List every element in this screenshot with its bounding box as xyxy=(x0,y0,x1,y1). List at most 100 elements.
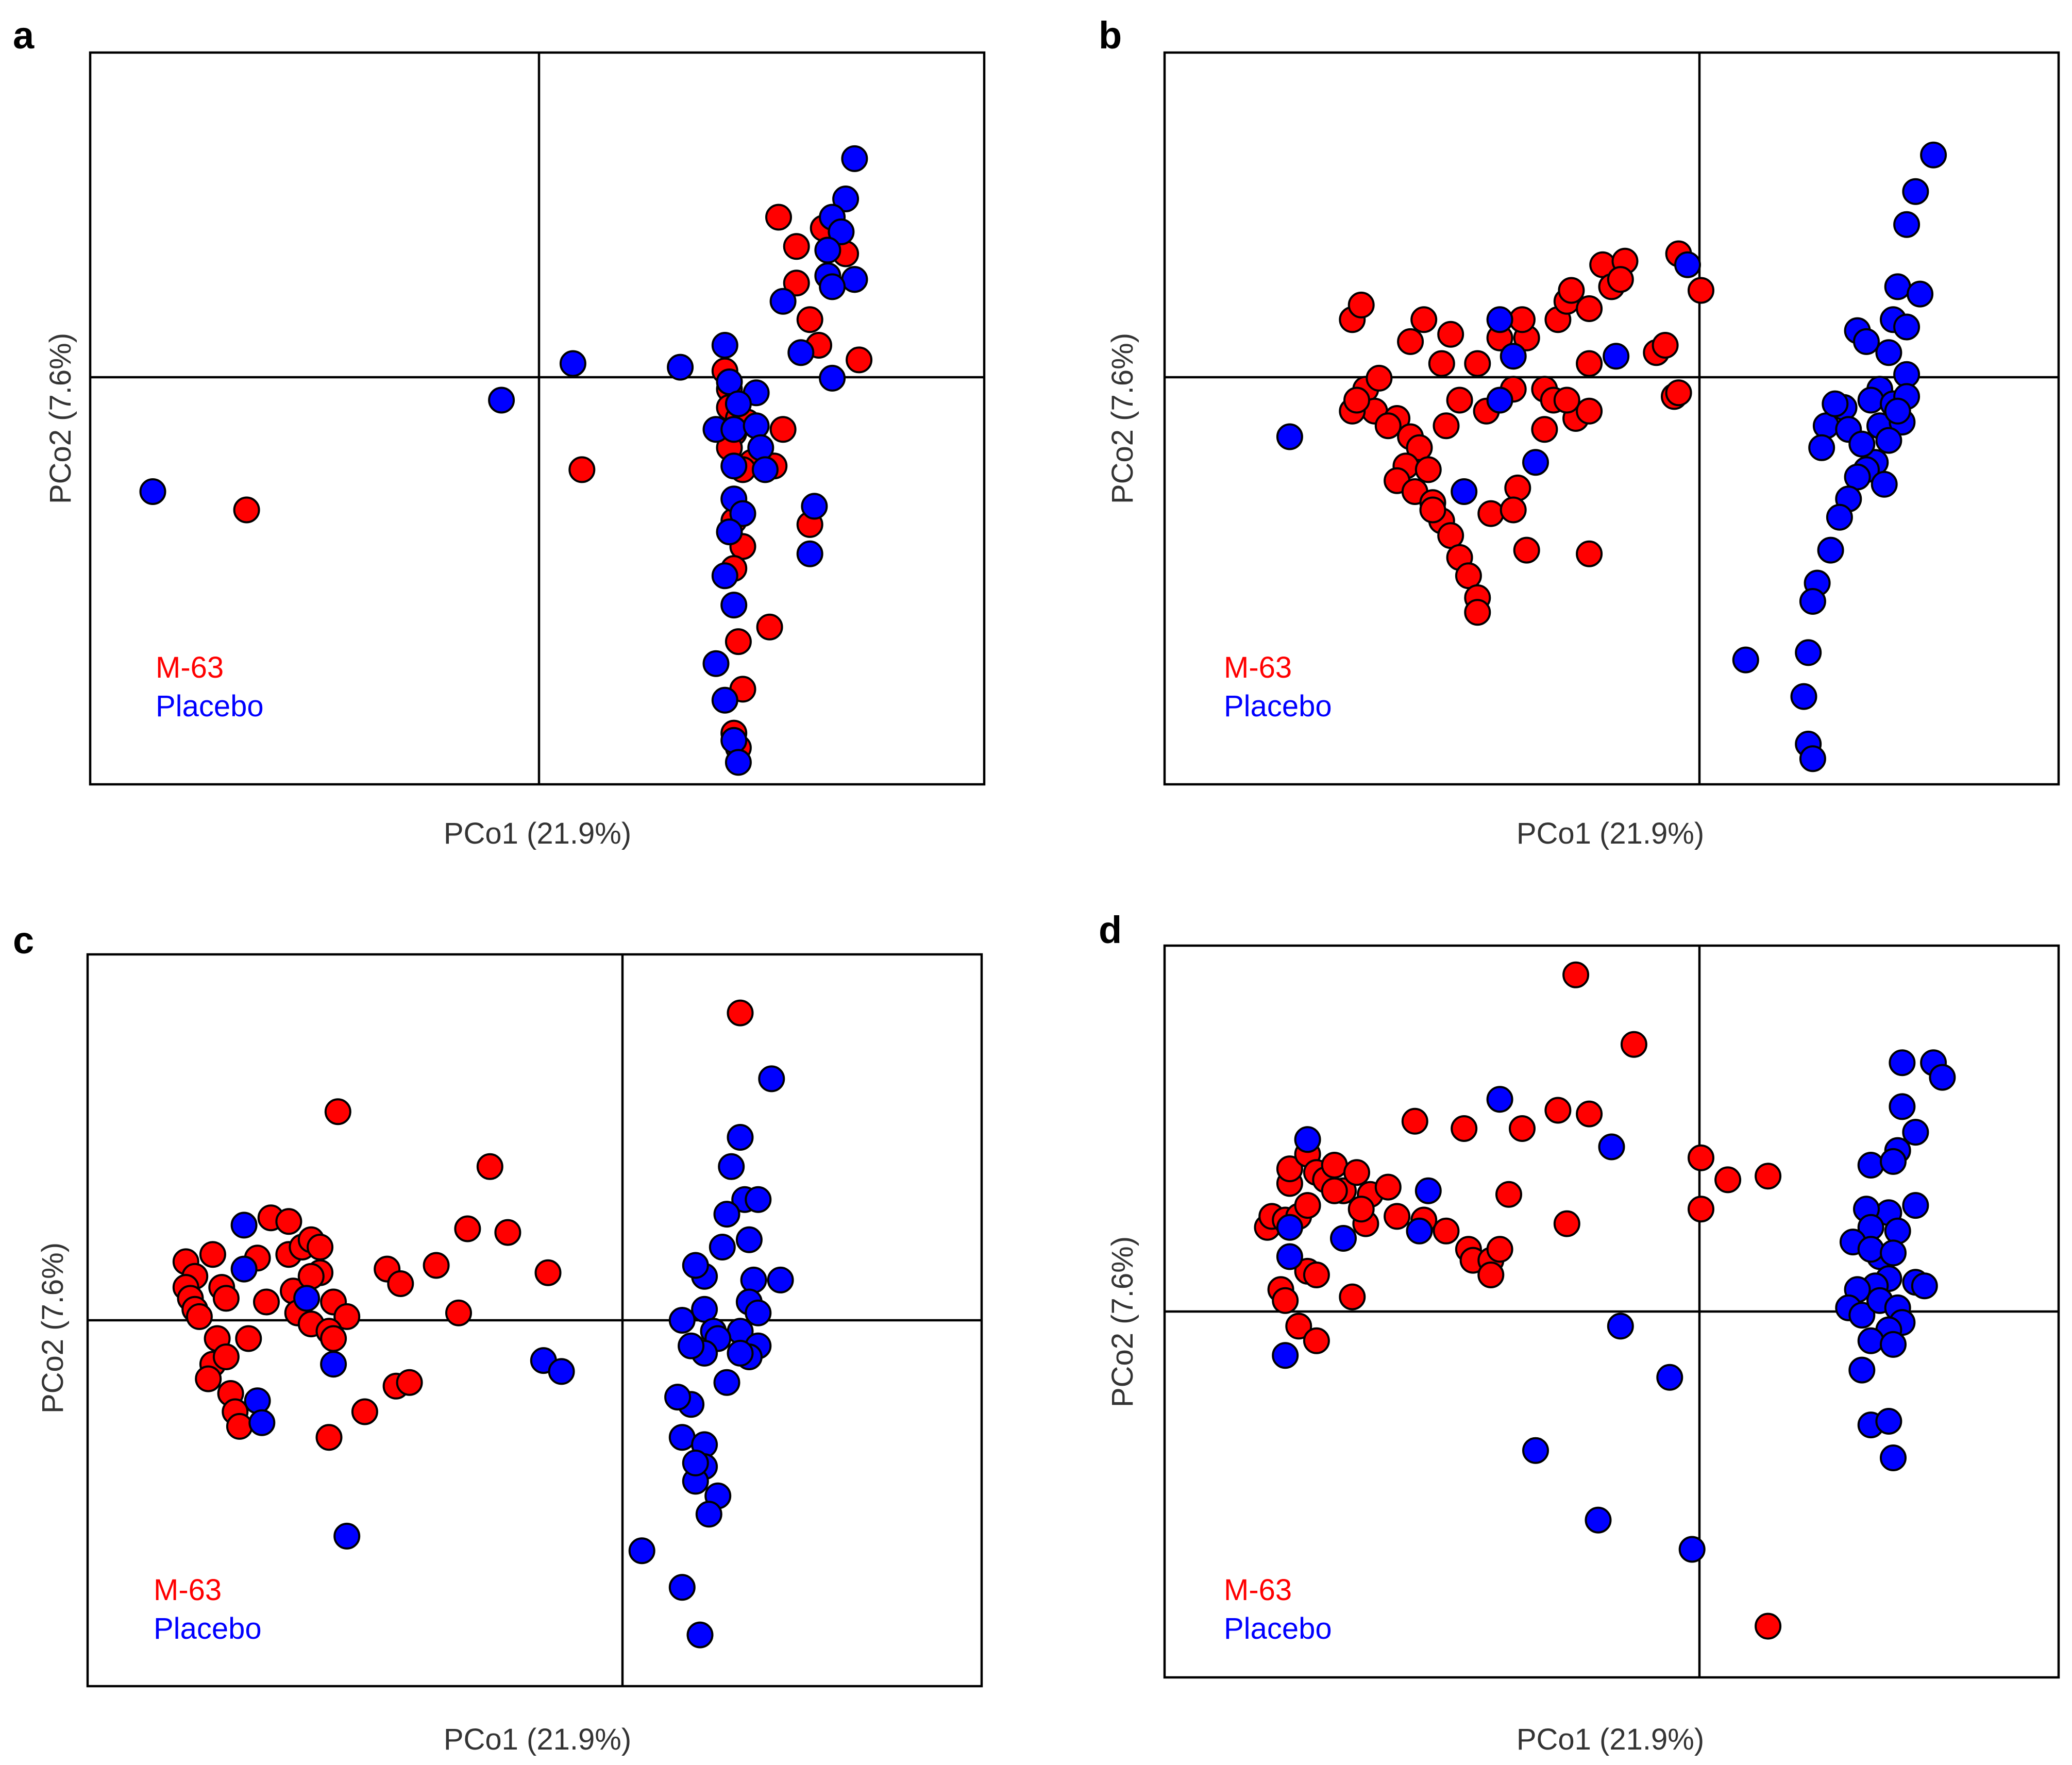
point-b-m63-34 xyxy=(1410,306,1438,333)
point-a-placebo-27 xyxy=(801,493,828,520)
point-a-placebo-34 xyxy=(720,727,748,754)
point-d-placebo-18 xyxy=(1880,1148,1907,1175)
point-b-m63-2 xyxy=(1366,364,1393,392)
point-a-placebo-2 xyxy=(559,350,586,377)
point-a-placebo-7 xyxy=(828,218,855,245)
point-d-m63-17 xyxy=(1433,1217,1460,1245)
point-b-m63-32 xyxy=(1397,328,1424,355)
point-c-m63-44 xyxy=(494,1219,521,1246)
point-c-placebo-16 xyxy=(735,1226,763,1253)
legend-m63-a: M-63 xyxy=(156,651,224,684)
panel-c: c M-63 Placebo PCo1 (21.9%) PCo2 (7.6%) xyxy=(13,919,983,1756)
point-b-placebo-14 xyxy=(1893,313,1921,341)
point-d-placebo-26 xyxy=(1857,1236,1884,1263)
point-a-placebo-30 xyxy=(711,562,738,590)
point-b-placebo-36 xyxy=(1790,683,1817,710)
point-b-m63-33 xyxy=(1347,291,1375,318)
legend-m63-b: M-63 xyxy=(1224,651,1292,684)
y-axis-label-b: PCo2 (7.6%) xyxy=(1106,333,1139,504)
point-b-m63-18 xyxy=(1464,599,1491,626)
point-d-m63-41 xyxy=(1620,1031,1647,1058)
point-a-placebo-28 xyxy=(796,540,823,567)
point-d-m63-44 xyxy=(1755,1163,1782,1190)
point-c-placebo-20 xyxy=(767,1266,794,1293)
point-c-placebo-40 xyxy=(695,1501,722,1528)
point-a-placebo-35 xyxy=(725,749,752,776)
point-d-m63-40 xyxy=(1576,1100,1603,1128)
point-d-placebo-0 xyxy=(1294,1126,1321,1153)
point-d-placebo-23 xyxy=(1884,1217,1911,1245)
point-c-m63-43 xyxy=(445,1299,472,1326)
point-b-m63-42 xyxy=(1558,277,1585,304)
point-a-placebo-10 xyxy=(841,266,868,293)
point-c-placebo-15 xyxy=(709,1234,736,1260)
point-b-placebo-2 xyxy=(1486,306,1513,333)
point-d-m63-14 xyxy=(1374,1173,1402,1201)
point-c-m63-39 xyxy=(396,1369,423,1396)
point-d-m63-36 xyxy=(1495,1181,1522,1208)
point-b-placebo-9 xyxy=(1902,178,1929,205)
point-c-placebo-42 xyxy=(668,1574,696,1601)
point-a-placebo-1 xyxy=(488,386,515,414)
point-d-m63-4 xyxy=(1294,1192,1321,1219)
point-c-placebo-34 xyxy=(664,1384,692,1411)
point-d-placebo-47 xyxy=(1585,1506,1612,1534)
point-c-m63-47 xyxy=(275,1208,302,1235)
point-b-m63-51 xyxy=(1688,277,1714,304)
point-c-m63-10 xyxy=(195,1365,222,1392)
point-d-m63-43 xyxy=(1688,1196,1714,1223)
point-b-placebo-5 xyxy=(1522,449,1549,476)
legend-m63-c: M-63 xyxy=(154,1573,222,1607)
point-b-placebo-0 xyxy=(1276,423,1303,450)
point-d-m63-28 xyxy=(1321,1177,1348,1204)
point-d-placebo-1 xyxy=(1276,1214,1303,1241)
point-c-placebo-35 xyxy=(668,1424,696,1451)
point-a-m63-2 xyxy=(765,204,792,231)
point-d-placebo-45 xyxy=(1522,1437,1549,1464)
point-d-m63-30 xyxy=(1285,1313,1312,1340)
point-c-placebo-32 xyxy=(713,1369,740,1396)
point-a-m63-26 xyxy=(725,628,752,655)
point-a-m63-4 xyxy=(783,233,810,260)
point-b-m63-38 xyxy=(1446,386,1473,414)
point-b-m63-53 xyxy=(1576,540,1603,567)
point-a-placebo-24 xyxy=(751,456,779,483)
point-b-placebo-10 xyxy=(1893,211,1921,238)
point-d-placebo-2 xyxy=(1276,1243,1303,1270)
point-d-m63-31 xyxy=(1303,1327,1330,1354)
point-d-m63-21 xyxy=(1486,1236,1513,1263)
point-d-placebo-9 xyxy=(1607,1313,1634,1340)
point-c-placebo-11 xyxy=(718,1153,745,1180)
plot-frame-b xyxy=(1163,51,2060,786)
point-b-m63-35 xyxy=(1433,412,1460,440)
point-b-m63-59 xyxy=(1665,379,1692,407)
point-a-m63-20 xyxy=(769,416,797,443)
points-b xyxy=(1276,141,1947,772)
point-b-placebo-4 xyxy=(1486,386,1513,414)
point-d-placebo-5 xyxy=(1406,1217,1433,1245)
point-d-placebo-10 xyxy=(1656,1364,1683,1391)
point-c-m63-32 xyxy=(320,1325,347,1352)
legend-m63-d: M-63 xyxy=(1224,1573,1292,1607)
point-c-m63-29 xyxy=(297,1263,325,1290)
point-a-placebo-3 xyxy=(667,354,694,381)
point-a-m63-1 xyxy=(568,456,596,483)
point-b-m63-52 xyxy=(1607,266,1634,293)
point-d-placebo-40 xyxy=(1880,1331,1907,1358)
point-b-placebo-31 xyxy=(1826,503,1853,531)
point-b-m63-44 xyxy=(1576,295,1603,322)
legend-placebo-c: Placebo xyxy=(154,1612,262,1645)
point-b-placebo-6 xyxy=(1603,343,1630,370)
panel-letter-a: a xyxy=(13,14,35,57)
point-c-m63-45 xyxy=(534,1259,562,1286)
point-c-placebo-3 xyxy=(248,1409,276,1436)
point-d-m63-46 xyxy=(1714,1166,1742,1194)
point-a-placebo-33 xyxy=(711,686,738,714)
point-b-placebo-1 xyxy=(1451,478,1478,505)
point-b-m63-47 xyxy=(1553,386,1580,414)
panel-letter-b: b xyxy=(1099,14,1122,57)
point-d-m63-22 xyxy=(1477,1262,1505,1288)
point-b-placebo-39 xyxy=(1732,646,1759,674)
point-b-m63-26 xyxy=(1509,306,1536,333)
